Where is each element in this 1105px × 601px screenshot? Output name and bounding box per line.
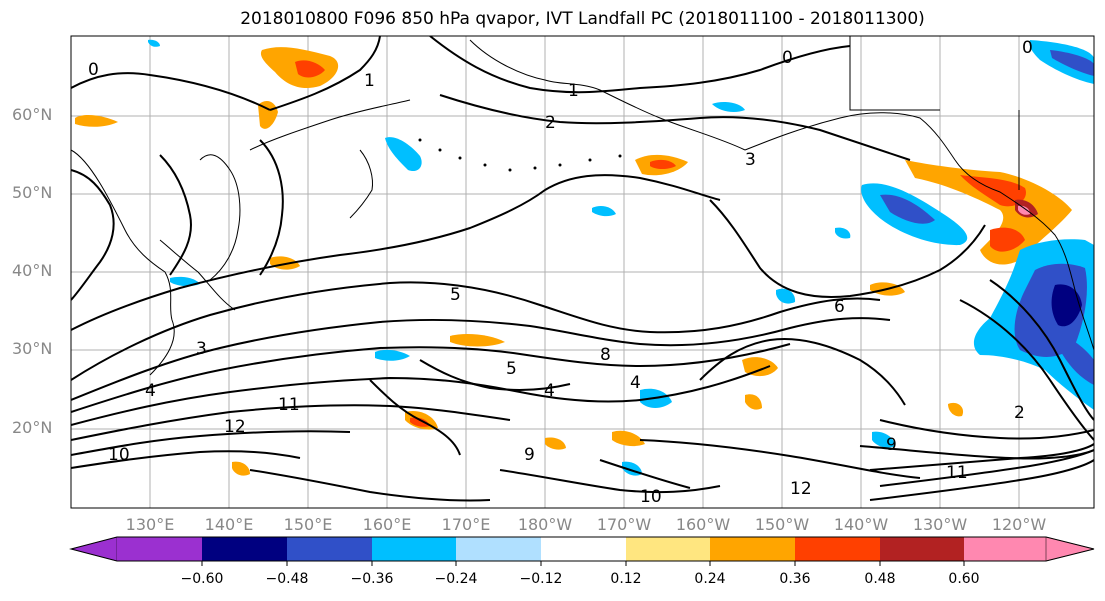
contour-label: 3 bbox=[196, 339, 207, 359]
lat-label-30n: 30°N bbox=[12, 339, 53, 358]
contour-label: 4 bbox=[630, 373, 641, 393]
contour-label: 9 bbox=[886, 435, 897, 455]
colorbar bbox=[69, 536, 1095, 566]
contour-label: 2 bbox=[545, 113, 556, 133]
lon-label-160w: 160°W bbox=[675, 515, 731, 534]
colorbar-tick: −0.36 bbox=[350, 571, 394, 587]
contour-label: 1 bbox=[364, 71, 375, 91]
colorbar-cell bbox=[541, 537, 626, 561]
coastlines bbox=[71, 36, 1094, 376]
colorbar-tick: 0.24 bbox=[694, 571, 726, 587]
lon-label-180w: 180°W bbox=[517, 515, 573, 534]
lat-label-20n: 20°N bbox=[12, 418, 53, 437]
lon-label-170w: 170°W bbox=[596, 515, 652, 534]
lon-label-120w: 120°W bbox=[991, 515, 1047, 534]
colorbar-cell bbox=[710, 537, 795, 561]
lon-label-170e: 170°E bbox=[441, 515, 491, 534]
contour-label: 10 bbox=[640, 487, 662, 507]
contour-label: 4 bbox=[145, 381, 156, 401]
patch-warm-bc bbox=[905, 160, 1072, 265]
contour-label: 0 bbox=[88, 60, 99, 80]
colorbar-tick: −0.60 bbox=[180, 571, 224, 587]
contour-label: 11 bbox=[946, 463, 968, 483]
aleutian-islands bbox=[418, 138, 622, 172]
contour-label: 5 bbox=[450, 285, 461, 305]
gridlines bbox=[71, 36, 1094, 508]
colorbar-cell bbox=[117, 537, 202, 561]
colorbar-cell bbox=[456, 537, 541, 561]
lon-label-130w: 130°W bbox=[912, 515, 968, 534]
lon-label-150w: 150°W bbox=[754, 515, 810, 534]
colorbar-cell bbox=[287, 537, 372, 561]
contour-labels: 0 0 0 1 1 2 3 3 4 4 5 5 6 8 9 9 10 10 11… bbox=[88, 38, 1033, 507]
colorbar-tick: 0.60 bbox=[948, 571, 980, 587]
chart-title: 2018010800 F096 850 hPa qvapor, IVT Land… bbox=[240, 9, 925, 29]
colorbar-cell bbox=[372, 537, 456, 561]
colorbar-cell bbox=[880, 537, 964, 561]
ivt-contours bbox=[71, 36, 1094, 502]
contour-label: 10 bbox=[108, 445, 130, 465]
lat-label-50n: 50°N bbox=[12, 183, 53, 202]
colorbar-tick: 0.48 bbox=[864, 571, 896, 587]
qvapor-fill-patches bbox=[75, 39, 1094, 476]
colorbar-tick: 0.12 bbox=[610, 571, 642, 587]
colorbar-cell bbox=[964, 537, 1046, 561]
contour-label: 8 bbox=[600, 345, 611, 365]
colorbar-cell bbox=[626, 537, 710, 561]
map-frame bbox=[70, 35, 1095, 509]
contour-label: 12 bbox=[224, 417, 246, 437]
contour-label: 11 bbox=[278, 395, 300, 415]
contour-label: 6 bbox=[834, 297, 845, 317]
contour-label: 4 bbox=[544, 381, 555, 401]
colorbar-cell bbox=[202, 537, 287, 561]
lon-label-160e: 160°E bbox=[362, 515, 412, 534]
colorbar-tick: 0.36 bbox=[779, 571, 811, 587]
lon-label-130e: 130°E bbox=[125, 515, 175, 534]
colorbar-cell bbox=[70, 536, 118, 562]
colorbar-tick: −0.12 bbox=[519, 571, 563, 587]
contour-label: 0 bbox=[1022, 38, 1033, 58]
lon-label-150e: 150°E bbox=[283, 515, 333, 534]
lat-label-60n: 60°N bbox=[12, 105, 53, 124]
contour-label: 0 bbox=[782, 48, 793, 68]
lon-label-140e: 140°E bbox=[204, 515, 254, 534]
patch-cold-north bbox=[385, 137, 422, 172]
lon-label-140w: 140°W bbox=[833, 515, 889, 534]
colorbar-cell bbox=[1045, 536, 1095, 562]
colorbar-tick: −0.24 bbox=[434, 571, 478, 587]
contour-label: 1 bbox=[568, 81, 579, 101]
colorbar-cell bbox=[795, 537, 880, 561]
contour-label: 9 bbox=[524, 445, 535, 465]
lat-label-40n: 40°N bbox=[12, 261, 53, 280]
colorbar-tick: −0.48 bbox=[265, 571, 309, 587]
contour-label: 2 bbox=[1014, 403, 1025, 423]
contour-label: 5 bbox=[506, 359, 517, 379]
contour-label: 12 bbox=[790, 479, 812, 499]
contour-label: 3 bbox=[745, 150, 756, 170]
